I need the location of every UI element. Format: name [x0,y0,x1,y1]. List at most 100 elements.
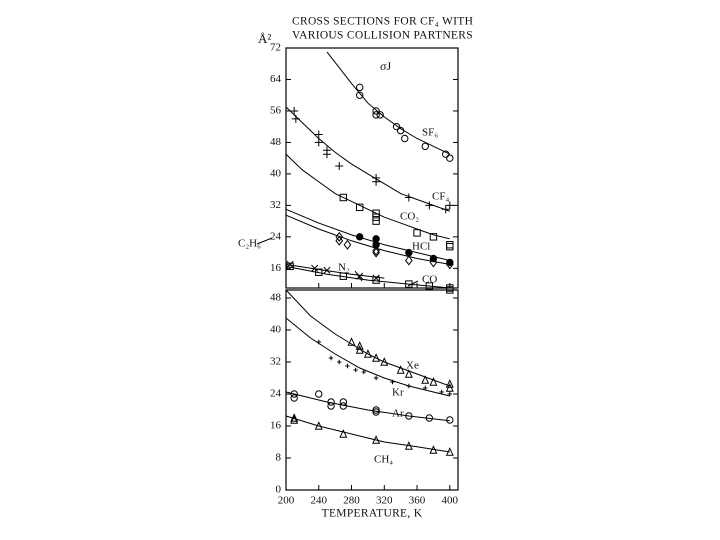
point [339,429,348,438]
point [405,255,413,266]
point [404,369,413,378]
point [372,217,380,225]
leader [407,280,419,287]
point [372,107,380,115]
fit-curve [285,214,450,265]
point [356,203,364,212]
point [425,201,434,210]
point [314,421,323,430]
point [290,394,298,402]
series-label: C₂H₆ [238,238,261,250]
point [314,138,323,147]
series-label: CO₂ [400,211,419,223]
point [339,402,348,410]
series-label: SF₆ [422,127,438,139]
point [327,402,335,410]
point [291,114,300,123]
point [425,282,434,290]
point [446,416,454,424]
plot-frame [285,289,459,491]
point [445,383,454,392]
point [315,268,323,276]
point [372,276,380,284]
y-axis-label: Å² [258,31,271,46]
point [322,150,331,159]
fit-curve [285,208,450,261]
point [406,383,412,389]
point [339,193,348,202]
point [413,229,421,237]
y-tick-label: 64 [270,73,282,85]
point [421,142,429,151]
x-axis-label: TEMPERATURE, K [322,508,423,520]
point [356,91,364,99]
y-tick-label: 40 [270,167,282,179]
point [446,241,454,249]
series-label: CH₄ [374,454,393,466]
y-tick-label: 24 [270,230,282,242]
y-tick-label: 32 [270,199,281,211]
point [429,445,438,454]
point [425,414,434,422]
point [372,177,381,186]
chart-title: CROSS SECTIONS FOR CF₄ WITH [292,16,473,28]
leader [256,237,273,245]
point [390,379,395,385]
point [290,413,299,422]
point [445,201,454,210]
point [372,247,380,258]
series-label: Xe [406,360,419,372]
y-tick-label: 0 [276,484,282,496]
point [361,369,367,375]
point [392,122,401,131]
y-tick-label: 72 [270,42,281,54]
y-tick-label: 24 [270,388,282,400]
point [376,111,384,119]
fit-curve [285,391,450,422]
point [445,259,454,270]
point [286,262,294,271]
point [405,412,413,420]
point [401,134,409,143]
point [355,345,364,354]
fit-curve [285,106,450,212]
annotation: σJ [380,59,391,73]
chart-title: VARIOUS COLLISION PARTNERS [292,30,473,42]
point [396,365,405,374]
point [429,257,438,268]
y-tick-label: 40 [270,324,282,336]
series-label: CO [422,274,437,286]
y-tick-label: 48 [270,136,282,148]
y-tick-label: 16 [270,420,282,432]
point [355,341,364,350]
point [356,233,364,241]
point [316,339,321,345]
x-tick-label: 280 [343,495,360,507]
point [290,390,298,398]
point [315,390,323,398]
point [372,245,380,256]
point [405,280,413,288]
fit-curve [285,153,450,240]
point [372,408,380,416]
y-tick-label: 32 [270,356,281,368]
point [314,130,323,139]
point [445,447,454,456]
point [442,150,450,158]
point [404,441,413,450]
point [441,205,450,214]
point [339,398,348,406]
point [353,367,358,373]
point [327,398,335,406]
point [439,389,444,395]
point [345,363,350,369]
point [446,154,454,162]
point [421,375,430,384]
point [335,162,344,171]
series-label: Ar [392,408,404,420]
point [396,126,405,135]
point [372,111,380,119]
point [343,239,352,250]
fit-curve [326,51,451,155]
